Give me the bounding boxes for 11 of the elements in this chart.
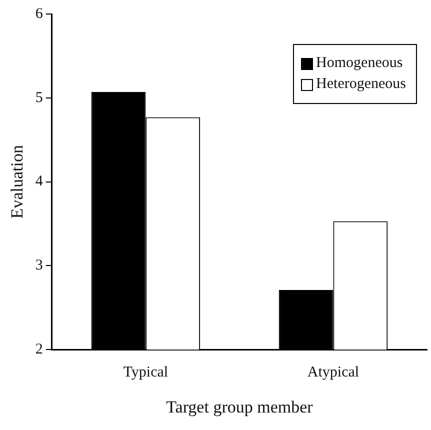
y-tick-label: 2 (35, 342, 43, 358)
y-tick-label: 3 (35, 258, 43, 274)
y-tick-label: 5 (35, 90, 43, 106)
y-axis-title: Evaluation (8, 144, 27, 219)
y-tick-label: 4 (35, 174, 44, 190)
x-tick-label: Atypical (307, 364, 360, 381)
x-tick-label: Typical (123, 364, 168, 381)
y-tick-label: 6 (35, 6, 44, 22)
legend-label: Homogeneous (316, 55, 403, 72)
x-axis-title: Target group member (166, 397, 314, 416)
legend-label: Heterogeneous (316, 76, 406, 93)
